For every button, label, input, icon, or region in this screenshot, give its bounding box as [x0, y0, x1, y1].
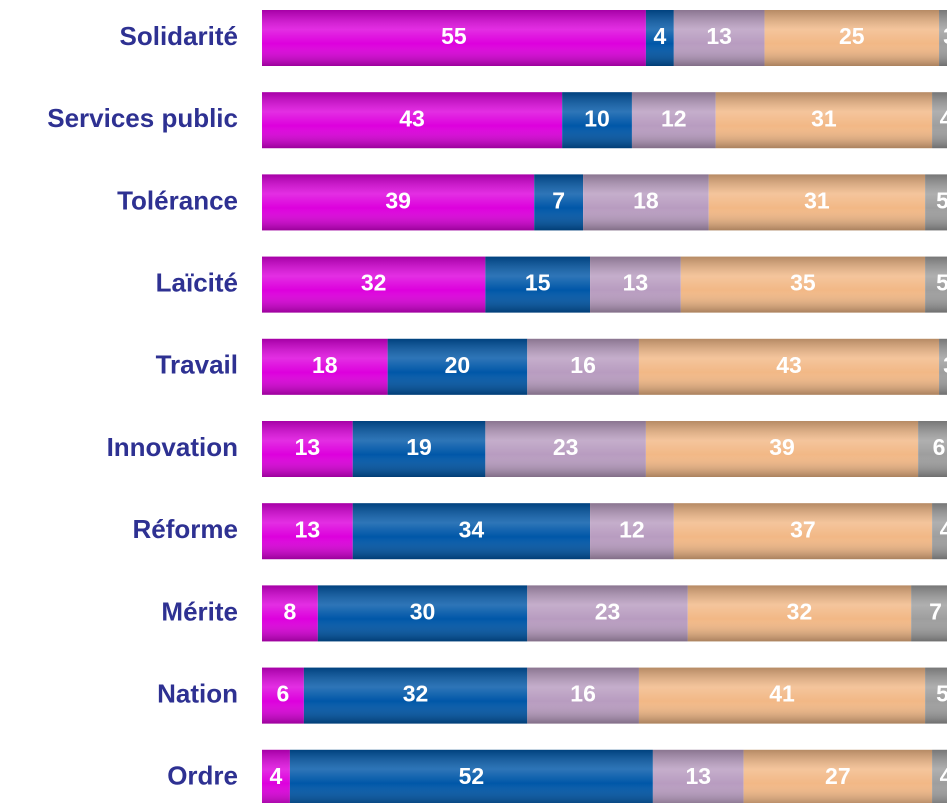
value-label: 3 — [943, 352, 947, 378]
value-label: 16 — [570, 352, 596, 378]
value-label: 31 — [811, 105, 837, 131]
category-label: Travail — [156, 350, 238, 380]
value-label: 13 — [706, 23, 732, 49]
value-label: 8 — [284, 598, 297, 624]
value-label: 23 — [595, 598, 621, 624]
value-label: 25 — [839, 23, 865, 49]
value-label: 39 — [769, 434, 795, 460]
value-label: 18 — [312, 352, 338, 378]
value-label: 7 — [929, 598, 942, 624]
value-label: 32 — [787, 598, 813, 624]
value-label: 23 — [553, 434, 579, 460]
value-label: 32 — [403, 681, 429, 707]
value-label: 32 — [361, 270, 387, 296]
value-label: 16 — [570, 681, 596, 707]
value-label: 5 — [936, 681, 947, 707]
value-label: 27 — [825, 763, 851, 789]
value-label: 43 — [776, 352, 802, 378]
category-label: Mérite — [161, 596, 238, 626]
value-label: 13 — [685, 763, 711, 789]
value-label: 6 — [933, 434, 946, 460]
value-label: 12 — [619, 516, 645, 542]
value-label: 30 — [410, 598, 436, 624]
value-label: 41 — [769, 681, 795, 707]
value-label: 15 — [525, 270, 551, 296]
value-label: 12 — [661, 105, 687, 131]
value-label: 6 — [277, 681, 290, 707]
value-label: 55 — [441, 23, 467, 49]
value-label: 34 — [459, 516, 485, 542]
category-label: Réforme — [133, 514, 238, 544]
value-label: 4 — [940, 105, 947, 131]
category-label: Tolérance — [117, 185, 238, 215]
category-label: Innovation — [107, 432, 238, 462]
value-label: 4 — [940, 763, 947, 789]
value-label: 4 — [653, 23, 666, 49]
value-label: 10 — [584, 105, 610, 131]
value-label: 52 — [459, 763, 485, 789]
value-label: 35 — [790, 270, 816, 296]
value-label: 37 — [790, 516, 816, 542]
value-label: 19 — [406, 434, 432, 460]
value-label: 7 — [552, 187, 565, 213]
category-label: Laïcité — [156, 267, 238, 297]
value-label: 20 — [445, 352, 471, 378]
value-label: 18 — [633, 187, 659, 213]
value-label: 31 — [804, 187, 830, 213]
value-label: 3 — [943, 23, 947, 49]
value-label: 4 — [940, 516, 947, 542]
value-label: 5 — [936, 270, 947, 296]
value-label: 13 — [295, 434, 321, 460]
value-label: 13 — [295, 516, 321, 542]
value-label: 13 — [623, 270, 649, 296]
category-label: Solidarité — [120, 21, 238, 51]
category-label: Ordre — [167, 761, 238, 791]
value-label: 4 — [270, 763, 283, 789]
value-label: 43 — [399, 105, 425, 131]
category-label: Services public — [47, 103, 238, 133]
value-label: 5 — [936, 187, 947, 213]
value-label: 39 — [385, 187, 411, 213]
category-label: Nation — [157, 678, 238, 708]
